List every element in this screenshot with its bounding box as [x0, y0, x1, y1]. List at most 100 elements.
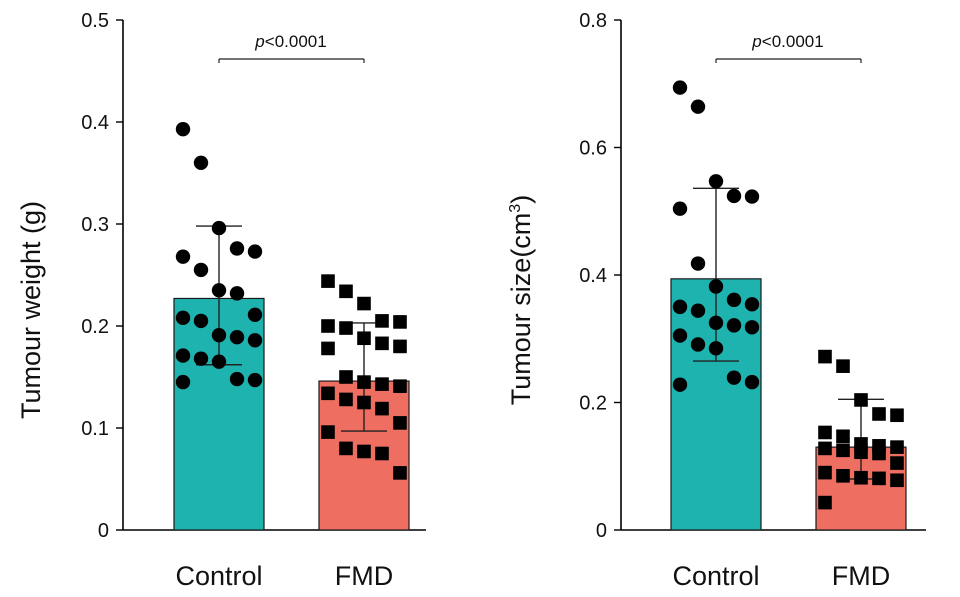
tumour-weight-points: [175, 121, 407, 480]
tumour-weight-point-fmd: [375, 314, 389, 328]
tumour-size-ytick-label: 0.6: [579, 138, 607, 160]
tumour-weight-point-fmd: [393, 466, 407, 480]
tumour-weight-point-control: [229, 330, 245, 345]
tumour-weight-point-fmd: [375, 401, 389, 416]
tumour-weight-point-control: [193, 155, 209, 170]
tumour-weight-point-fmd: [375, 336, 389, 351]
tumour-size-point-control: [744, 189, 760, 204]
tumour-size-point-fmd: [872, 407, 886, 421]
tumour-weight-point-fmd: [393, 416, 407, 430]
tumour-weight-point-fmd: [357, 395, 371, 410]
tumour-size-point-fmd: [836, 429, 850, 444]
tumour-size-ytick-label: 0.2: [579, 393, 607, 415]
tumour-size-point-control: [726, 188, 742, 204]
tumour-size-point-fmd: [818, 425, 832, 440]
tumour-weight-point-fmd: [393, 379, 407, 393]
tumour-weight-point-control: [193, 262, 209, 278]
tumour-size-p-value: p<0.0001: [751, 32, 823, 51]
tumour-weight-point-fmd: [357, 444, 371, 459]
tumour-weight-point-fmd: [357, 331, 371, 346]
tumour-weight-point-control: [175, 310, 191, 326]
tumour-size-point-fmd: [836, 443, 850, 458]
tumour-size-point-fmd: [854, 393, 868, 407]
tumour-weight-point-control: [229, 241, 245, 256]
tumour-weight-point-control: [193, 351, 209, 366]
tumour-size-point-control: [690, 303, 706, 318]
tumour-size-ytick-label: 0.4: [579, 265, 607, 287]
tumour-size-ytick-label: 0.8: [579, 10, 607, 32]
tumour-weight-category-control: Control: [175, 561, 262, 591]
tumour-weight-point-fmd: [375, 446, 389, 461]
tumour-size-category-fmd: FMD: [832, 561, 890, 591]
tumour-weight-point-fmd: [339, 392, 353, 407]
tumour-weight-point-control: [229, 286, 245, 301]
tumour-size-point-control: [708, 341, 724, 356]
tumour-weight-point-fmd: [339, 284, 353, 299]
tumour-weight-point-control: [211, 354, 227, 369]
tumour-size-point-fmd: [890, 408, 904, 423]
tumour-weight-point-control: [193, 313, 209, 329]
tumour-size-point-control: [744, 374, 760, 390]
tumour-size-point-fmd: [854, 445, 868, 460]
tumour-size-point-control: [726, 318, 742, 333]
tumour-weight-axis-title: Tumour weight (g): [16, 201, 46, 419]
tumour-weight-point-control: [247, 244, 263, 259]
tumour-size-point-control: [672, 299, 688, 315]
tumour-weight-ytick-label: 0: [98, 520, 109, 542]
tumour-weight-category-fmd: FMD: [335, 561, 393, 591]
tumour-weight-point-fmd: [321, 386, 335, 401]
tumour-weight-ytick-label: 0.2: [81, 316, 109, 338]
tumour-size-point-fmd: [890, 456, 904, 470]
tumour-weight-point-fmd: [375, 377, 389, 391]
tumour-weight-p-value: p<0.0001: [254, 32, 326, 51]
tumour-size-points: [672, 80, 904, 510]
tumour-weight-bracket: [218, 58, 365, 63]
tumour-size-point-control: [708, 315, 724, 331]
tumour-size-yaxis-ticks: 0 0.2 0.4 0.6 0.8: [579, 10, 621, 542]
tumour-size-point-fmd: [818, 495, 832, 510]
tumour-size-point-control: [708, 174, 724, 189]
tumour-size-point-fmd: [890, 473, 904, 488]
tumour-size-ytick-label: 0: [596, 520, 607, 542]
tumour-size-category-control: Control: [672, 561, 759, 591]
tumour-weight-point-fmd: [339, 321, 353, 335]
tumour-weight-point-control: [211, 327, 227, 343]
tumour-weight-point-fmd: [321, 425, 335, 439]
tumour-weight-point-control: [175, 249, 191, 264]
tumour-weight-point-control: [175, 121, 191, 137]
tumour-weight-significance: p<0.0001: [218, 32, 365, 63]
tumour-weight-point-control: [211, 283, 227, 298]
tumour-weight-point-fmd: [393, 315, 407, 329]
tumour-size-point-control: [726, 370, 742, 385]
tumour-weight-point-fmd: [339, 441, 353, 456]
tumour-weight-point-control: [175, 374, 191, 390]
tumour-size-point-control: [672, 80, 688, 95]
tumour-size-panel: Tumour size(cm3) 00.20.40.60.8 p<0.0001 …: [506, 10, 926, 591]
tumour-size-point-control: [690, 256, 706, 271]
tumour-size-point-fmd: [836, 359, 850, 373]
tumour-weight-ytick-label: 0.1: [81, 418, 109, 440]
tumour-size-point-fmd: [872, 471, 886, 486]
tumour-weight-yaxis-ticks: 0 0.1 0.2 0.3 0.4 0.5: [81, 10, 123, 542]
tumour-size-significance: p<0.0001: [715, 32, 862, 63]
tumour-weight-ytick-label: 0.5: [81, 10, 109, 32]
tumour-weight-point-fmd: [393, 339, 407, 354]
tumour-size-point-fmd: [872, 446, 886, 461]
tumour-size-point-control: [708, 279, 724, 294]
tumour-size-axis-title: Tumour size(cm3): [506, 195, 536, 405]
tumour-weight-panel: Tumour weight (g) 0 0.1 0.2 0.3 0.4 0.5 p<0.0…: [16, 10, 426, 591]
tumour-weight-point-fmd: [357, 296, 371, 311]
tumour-size-point-fmd: [890, 440, 904, 454]
tumour-size-point-fmd: [854, 470, 868, 485]
tumour-weight-point-fmd: [339, 370, 353, 384]
tumour-size-bracket: [715, 58, 862, 63]
tumour-weight-point-fmd: [321, 341, 335, 356]
tumour-size-point-control: [744, 320, 760, 335]
tumour-weight-point-fmd: [321, 319, 335, 333]
tumour-weight-point-control: [247, 307, 263, 322]
tumour-size-point-control: [672, 201, 688, 216]
tumour-size-point-control: [726, 292, 742, 308]
tumour-size-point-fmd: [818, 441, 832, 456]
